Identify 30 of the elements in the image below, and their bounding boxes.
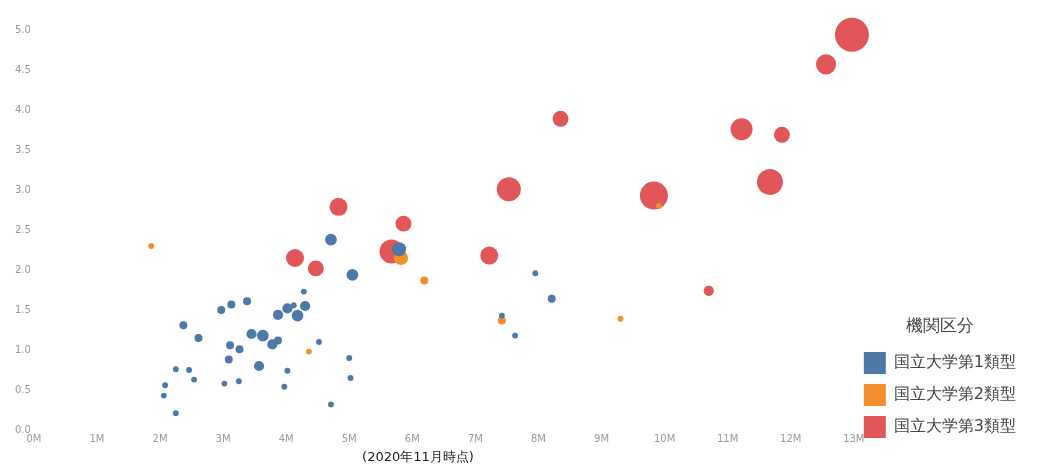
legend-label: 国立大学第1類型 <box>893 352 1017 372</box>
y-tick-label: 3.0 <box>15 183 31 195</box>
x-tick-label: 13M <box>843 432 865 444</box>
text: (2020年11月時点) <box>361 448 475 466</box>
y-tick-label: 4.0 <box>15 103 31 115</box>
x-tick-label: 9M <box>594 432 610 444</box>
y-tick-label: 0.0 <box>15 423 31 435</box>
y-tick-label: 5.0 <box>15 23 31 35</box>
x-tick-label: 7M <box>467 432 483 444</box>
x-tick-label: 6M <box>404 432 420 444</box>
x-tick-label: 0M <box>26 432 42 444</box>
x-tick-label: 5M <box>341 432 357 444</box>
y-tick-label: 4.5 <box>15 63 31 75</box>
y-tick-label: 3.5 <box>15 143 31 155</box>
legend-label: 国立大学第3類型 <box>893 416 1017 436</box>
y-tick-label: 2.5 <box>15 223 31 235</box>
x-tick-label: 10M <box>653 432 676 444</box>
y-tick-label: 1.5 <box>15 303 31 315</box>
legend-label: 国立大学第2類型 <box>893 384 1017 404</box>
x-tick-label: 8M <box>530 432 546 444</box>
x-tick-label: 11M <box>717 432 739 444</box>
x-tick-label: 2M <box>152 432 168 444</box>
y-tick-label: 2.0 <box>15 263 31 275</box>
x-tick-label: 3M <box>215 432 231 444</box>
y-tick-label: 1.0 <box>15 343 31 355</box>
x-tick-label: 12M <box>780 432 802 444</box>
legend-title: 機関区分 <box>905 314 974 335</box>
x-tick-label: 4M <box>278 432 294 444</box>
y-tick-label: 0.5 <box>15 383 31 395</box>
x-tick-label: 1M <box>89 432 105 444</box>
